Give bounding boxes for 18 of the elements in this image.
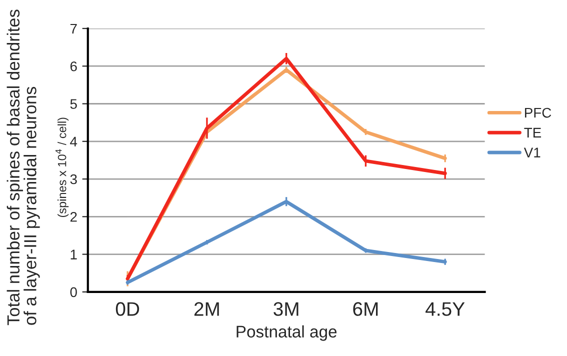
y-tick-label: 3	[70, 174, 77, 184]
x-tick-label: 2M	[194, 302, 219, 316]
y-tick-label: 5	[70, 99, 77, 109]
y-tick-label: 4	[70, 136, 78, 146]
legend-label: PFC	[525, 108, 552, 118]
y-tick-label: 2	[70, 212, 77, 222]
x-tick-label: 6M	[353, 302, 378, 316]
x-tick-label: 3M	[274, 302, 298, 316]
legend-label: TE	[524, 128, 542, 138]
x-tick-label: 0D	[116, 302, 140, 316]
y-tick-label: 6	[70, 61, 77, 72]
x-axis-title: Postnatal age	[236, 325, 337, 341]
y-tick-label: 1	[70, 250, 77, 260]
legend-label: V1	[524, 148, 540, 158]
y-axis-title: Total number of spines of basal dendrites of a layer-III pyramidal neurons (spines x 10$^{4}$ / cell)	[6, 10, 69, 326]
y-tick-label: 7	[70, 24, 77, 34]
x-tick-label: 4.5Y	[426, 302, 465, 316]
y-tick-label: 0	[70, 287, 77, 298]
